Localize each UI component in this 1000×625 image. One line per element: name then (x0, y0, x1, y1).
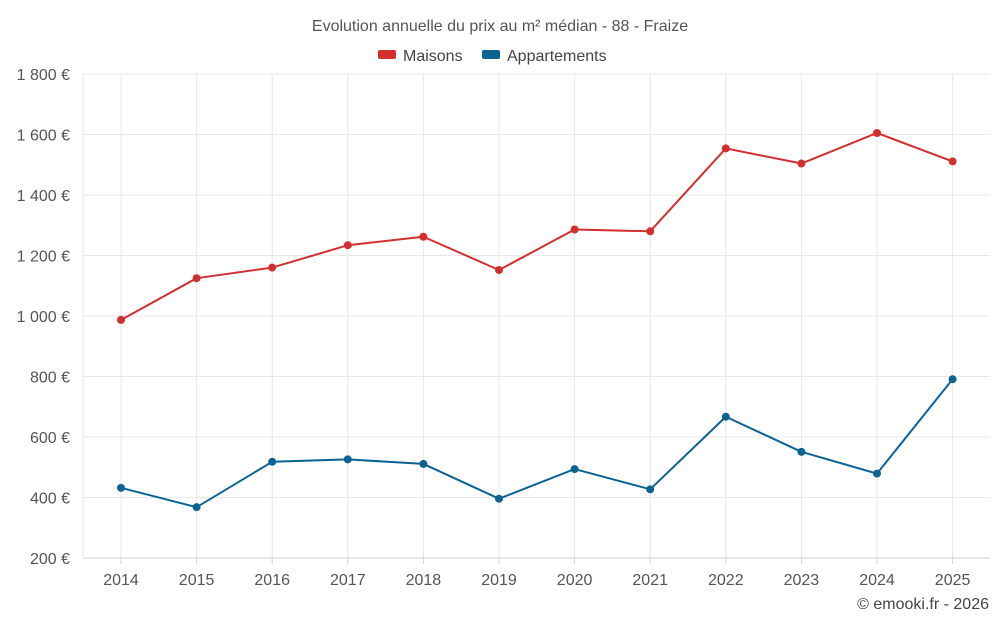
data-point-maisons[interactable] (495, 266, 503, 275)
y-tick-label: 400 € (30, 491, 70, 508)
data-point-maisons[interactable] (797, 159, 806, 168)
series-line-appartements (120, 378, 954, 509)
x-tick-label: 2020 (557, 572, 593, 589)
x-tick-label: 2017 (330, 572, 366, 589)
y-tick-label: 1 000 € (17, 309, 70, 326)
y-tick-label: 1 400 € (17, 188, 70, 205)
series-line-maisons (120, 131, 953, 321)
data-point-maisons[interactable] (117, 315, 125, 324)
x-tick-label: 2021 (632, 572, 668, 589)
x-tick-label: 2016 (254, 572, 290, 589)
data-point-maisons[interactable] (192, 274, 201, 283)
data-point-maisons[interactable] (268, 263, 277, 272)
data-point-appartements[interactable] (419, 459, 428, 468)
data-point-maisons[interactable] (646, 227, 655, 236)
y-tick-label: 1 600 € (17, 128, 70, 145)
series-group (117, 128, 957, 512)
data-point-appartements[interactable] (948, 375, 957, 384)
data-point-appartements[interactable] (646, 485, 655, 494)
data-point-maisons[interactable] (343, 241, 352, 250)
x-axis-ticks: 2014 2015 2016 2017 2018 2019 2020 2021 2022 2023… (103, 558, 970, 589)
data-point-maisons[interactable] (570, 225, 579, 234)
y-tick-label: 800 € (30, 370, 70, 387)
x-tick-label: 2019 (481, 572, 517, 589)
chart-credit: © emooki.fr - 2026 (857, 596, 989, 613)
data-point-maisons[interactable] (873, 128, 881, 137)
data-point-maisons[interactable] (721, 144, 730, 153)
y-axis-ticks: 200 € 400 € 600 € 800 € 1 000 € 1 200 € 1 400 … (17, 67, 70, 568)
legend-label-appartements: Appartements (507, 48, 607, 65)
x-tick-label: 2023 (784, 572, 820, 589)
x-gridlines (82, 74, 954, 558)
x-tick-label: 2022 (708, 572, 744, 589)
data-point-appartements[interactable] (343, 455, 352, 464)
data-point-appartements[interactable] (570, 465, 579, 474)
x-tick-label: 2024 (859, 572, 895, 589)
legend-item-appartements[interactable]: Appartements (482, 48, 607, 65)
y-tick-label: 200 € (30, 551, 70, 568)
legend-item-maisons[interactable]: Maisons (378, 48, 463, 65)
x-tick-label: 2015 (179, 572, 215, 589)
y-tick-label: 600 € (30, 430, 70, 447)
data-point-appartements[interactable] (797, 447, 806, 456)
y-tick-label: 1 800 € (17, 67, 70, 84)
x-tick-label: 2014 (103, 572, 139, 589)
x-tick-label: 2018 (406, 572, 442, 589)
legend: Maisons Appartements (378, 48, 607, 65)
data-point-appartements[interactable] (117, 483, 125, 492)
data-point-appartements[interactable] (268, 457, 277, 466)
data-point-maisons[interactable] (948, 157, 957, 166)
legend-swatch-appartements (482, 50, 500, 59)
data-point-appartements[interactable] (495, 494, 503, 503)
data-point-appartements[interactable] (721, 412, 730, 421)
y-gridlines (83, 73, 990, 498)
legend-label-maisons: Maisons (403, 48, 463, 65)
y-tick-label: 1 200 € (17, 249, 70, 266)
data-point-appartements[interactable] (192, 503, 201, 512)
x-tick-label: 2025 (935, 572, 971, 589)
data-point-maisons[interactable] (419, 232, 428, 241)
chart-title: Evolution annuelle du prix au m² médian … (312, 18, 688, 35)
data-point-appartements[interactable] (873, 469, 881, 478)
legend-swatch-maisons (378, 50, 396, 59)
